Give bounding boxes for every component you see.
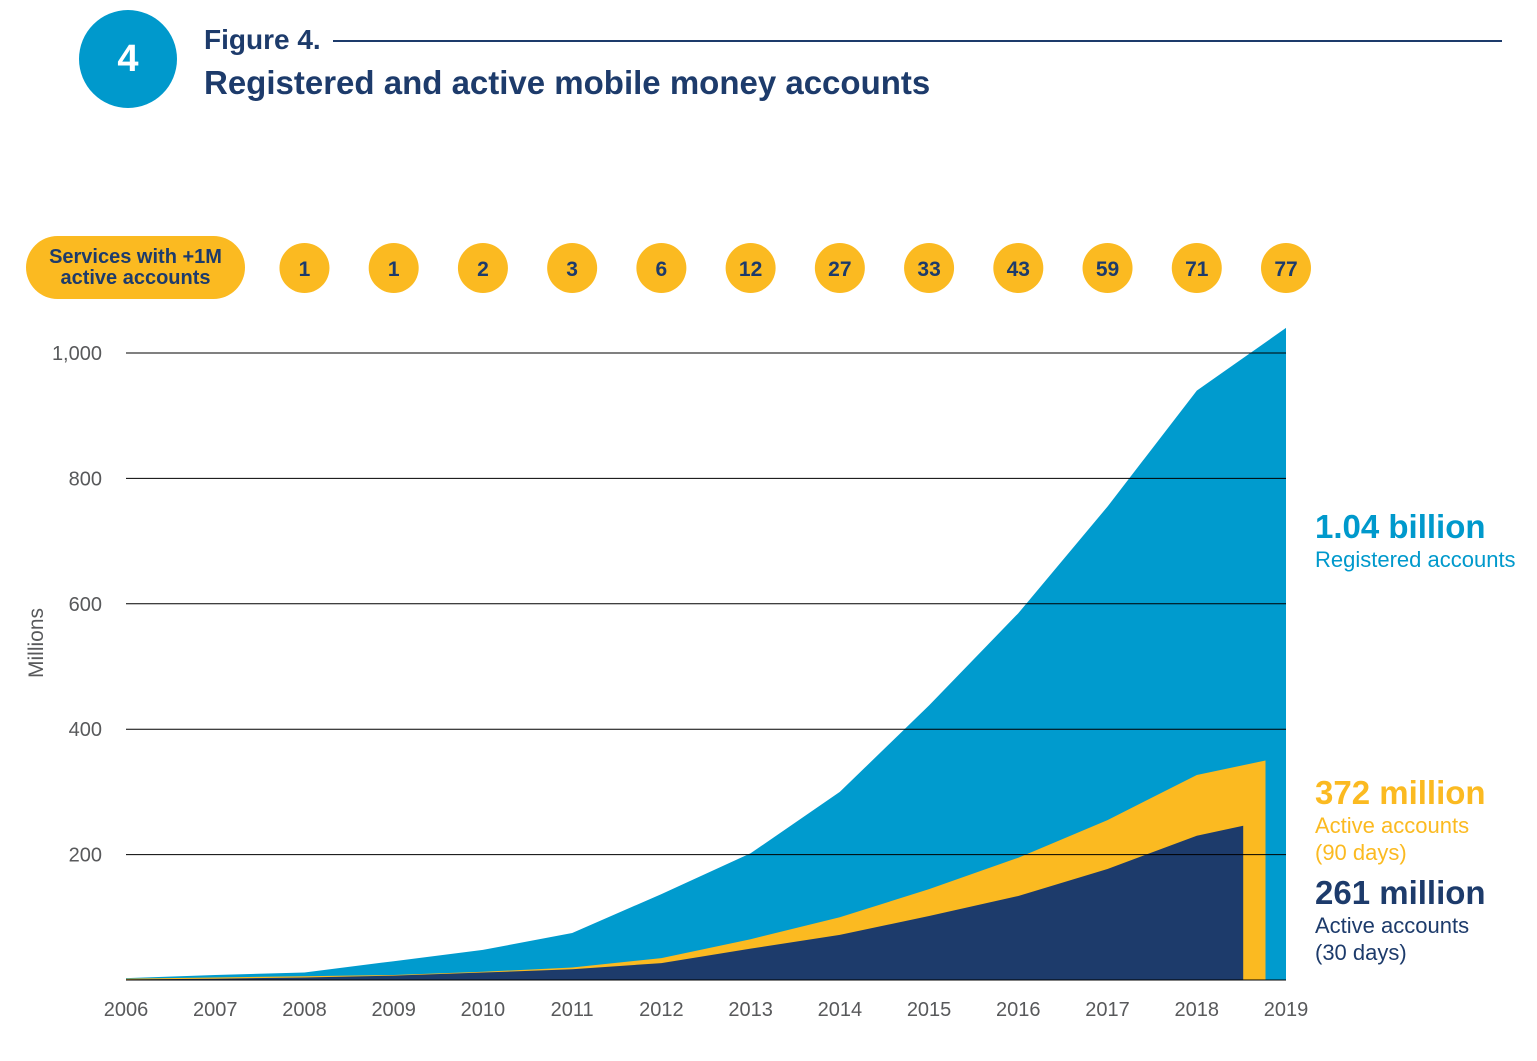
x-tick-label: 2013 xyxy=(728,999,773,1021)
x-tick-label: 2016 xyxy=(996,999,1041,1021)
y-tick-label: 800 xyxy=(69,468,102,490)
service-count-circle xyxy=(1261,243,1311,293)
service-count-label: 27 xyxy=(828,258,851,281)
x-tick-label: 2009 xyxy=(371,999,416,1021)
service-count-circle xyxy=(547,243,598,293)
services-label-line1: Services with +1M xyxy=(49,245,222,268)
x-tick-label: 2008 xyxy=(282,999,327,1021)
service-count-circle xyxy=(814,243,865,293)
active30-total: 261 million xyxy=(1315,874,1486,911)
service-count-label: 12 xyxy=(739,258,762,281)
figure-number-badge: 4 xyxy=(79,10,177,108)
service-count-label: 6 xyxy=(656,258,668,281)
x-tick-label: 2017 xyxy=(1085,999,1130,1021)
service-count-circle xyxy=(1171,243,1222,293)
y-tick-label: 1,000 xyxy=(52,343,102,365)
active30-caption-line2: (30 days) xyxy=(1315,940,1407,965)
chart-title: Registered and active mobile money accou… xyxy=(204,64,931,101)
active90-total: 372 million xyxy=(1315,774,1486,811)
service-count-label: 77 xyxy=(1274,258,1297,281)
active30-caption-line1: Active accounts xyxy=(1315,913,1470,938)
service-count-label: 59 xyxy=(1096,258,1119,281)
x-tick-label: 2015 xyxy=(907,999,952,1021)
figure-label: Figure 4. xyxy=(204,24,321,55)
x-tick-label: 2014 xyxy=(818,999,863,1021)
title-divider xyxy=(333,40,1502,42)
services-label-line2: active accounts xyxy=(60,266,211,289)
service-count-circle xyxy=(725,243,776,293)
x-tick-label: 2010 xyxy=(461,999,506,1021)
service-count-label: 43 xyxy=(1007,258,1030,281)
service-count-circle xyxy=(368,243,419,293)
service-count-label: 3 xyxy=(566,258,578,281)
x-tick-label: 2019 xyxy=(1264,999,1309,1021)
x-tick-label: 2007 xyxy=(193,999,238,1021)
registered-caption: Registered accounts xyxy=(1315,547,1516,572)
active90-caption-line2: (90 days) xyxy=(1315,840,1407,865)
active90-caption-line1: Active accounts xyxy=(1315,813,1470,838)
service-count-circle xyxy=(279,243,330,293)
y-tick-label: 400 xyxy=(69,719,102,741)
registered-total: 1.04 billion xyxy=(1315,508,1486,545)
service-count-label: 33 xyxy=(917,258,940,281)
x-tick-label: 2006 xyxy=(104,999,149,1021)
x-tick-label: 2012 xyxy=(639,999,684,1021)
service-count-label: 1 xyxy=(299,258,311,281)
series-area-registered xyxy=(126,327,1286,980)
service-count-label: 2 xyxy=(477,258,489,281)
service-count-circle xyxy=(904,243,955,293)
active30-annotation: 261 million Active accounts (30 days) xyxy=(1315,874,1486,966)
service-count-circle xyxy=(457,243,508,293)
y-axis-title: Millions xyxy=(25,608,48,678)
services-label-pill: Services with +1M active accounts xyxy=(26,236,245,299)
y-tick-label: 600 xyxy=(69,594,102,616)
x-tick-label: 2018 xyxy=(1175,999,1220,1021)
service-count-circle xyxy=(1082,243,1133,293)
service-count-circle xyxy=(636,243,687,293)
service-count-label: 71 xyxy=(1185,258,1209,281)
active90-annotation: 372 million Active accounts (90 days) xyxy=(1315,774,1486,866)
x-tick-label: 2011 xyxy=(551,999,594,1021)
service-count-label: 1 xyxy=(388,258,400,281)
registered-annotation: 1.04 billion Registered accounts xyxy=(1315,508,1516,573)
service-count-circle xyxy=(993,243,1044,293)
y-tick-label: 200 xyxy=(69,845,102,867)
series-area-active30 xyxy=(126,825,1244,980)
